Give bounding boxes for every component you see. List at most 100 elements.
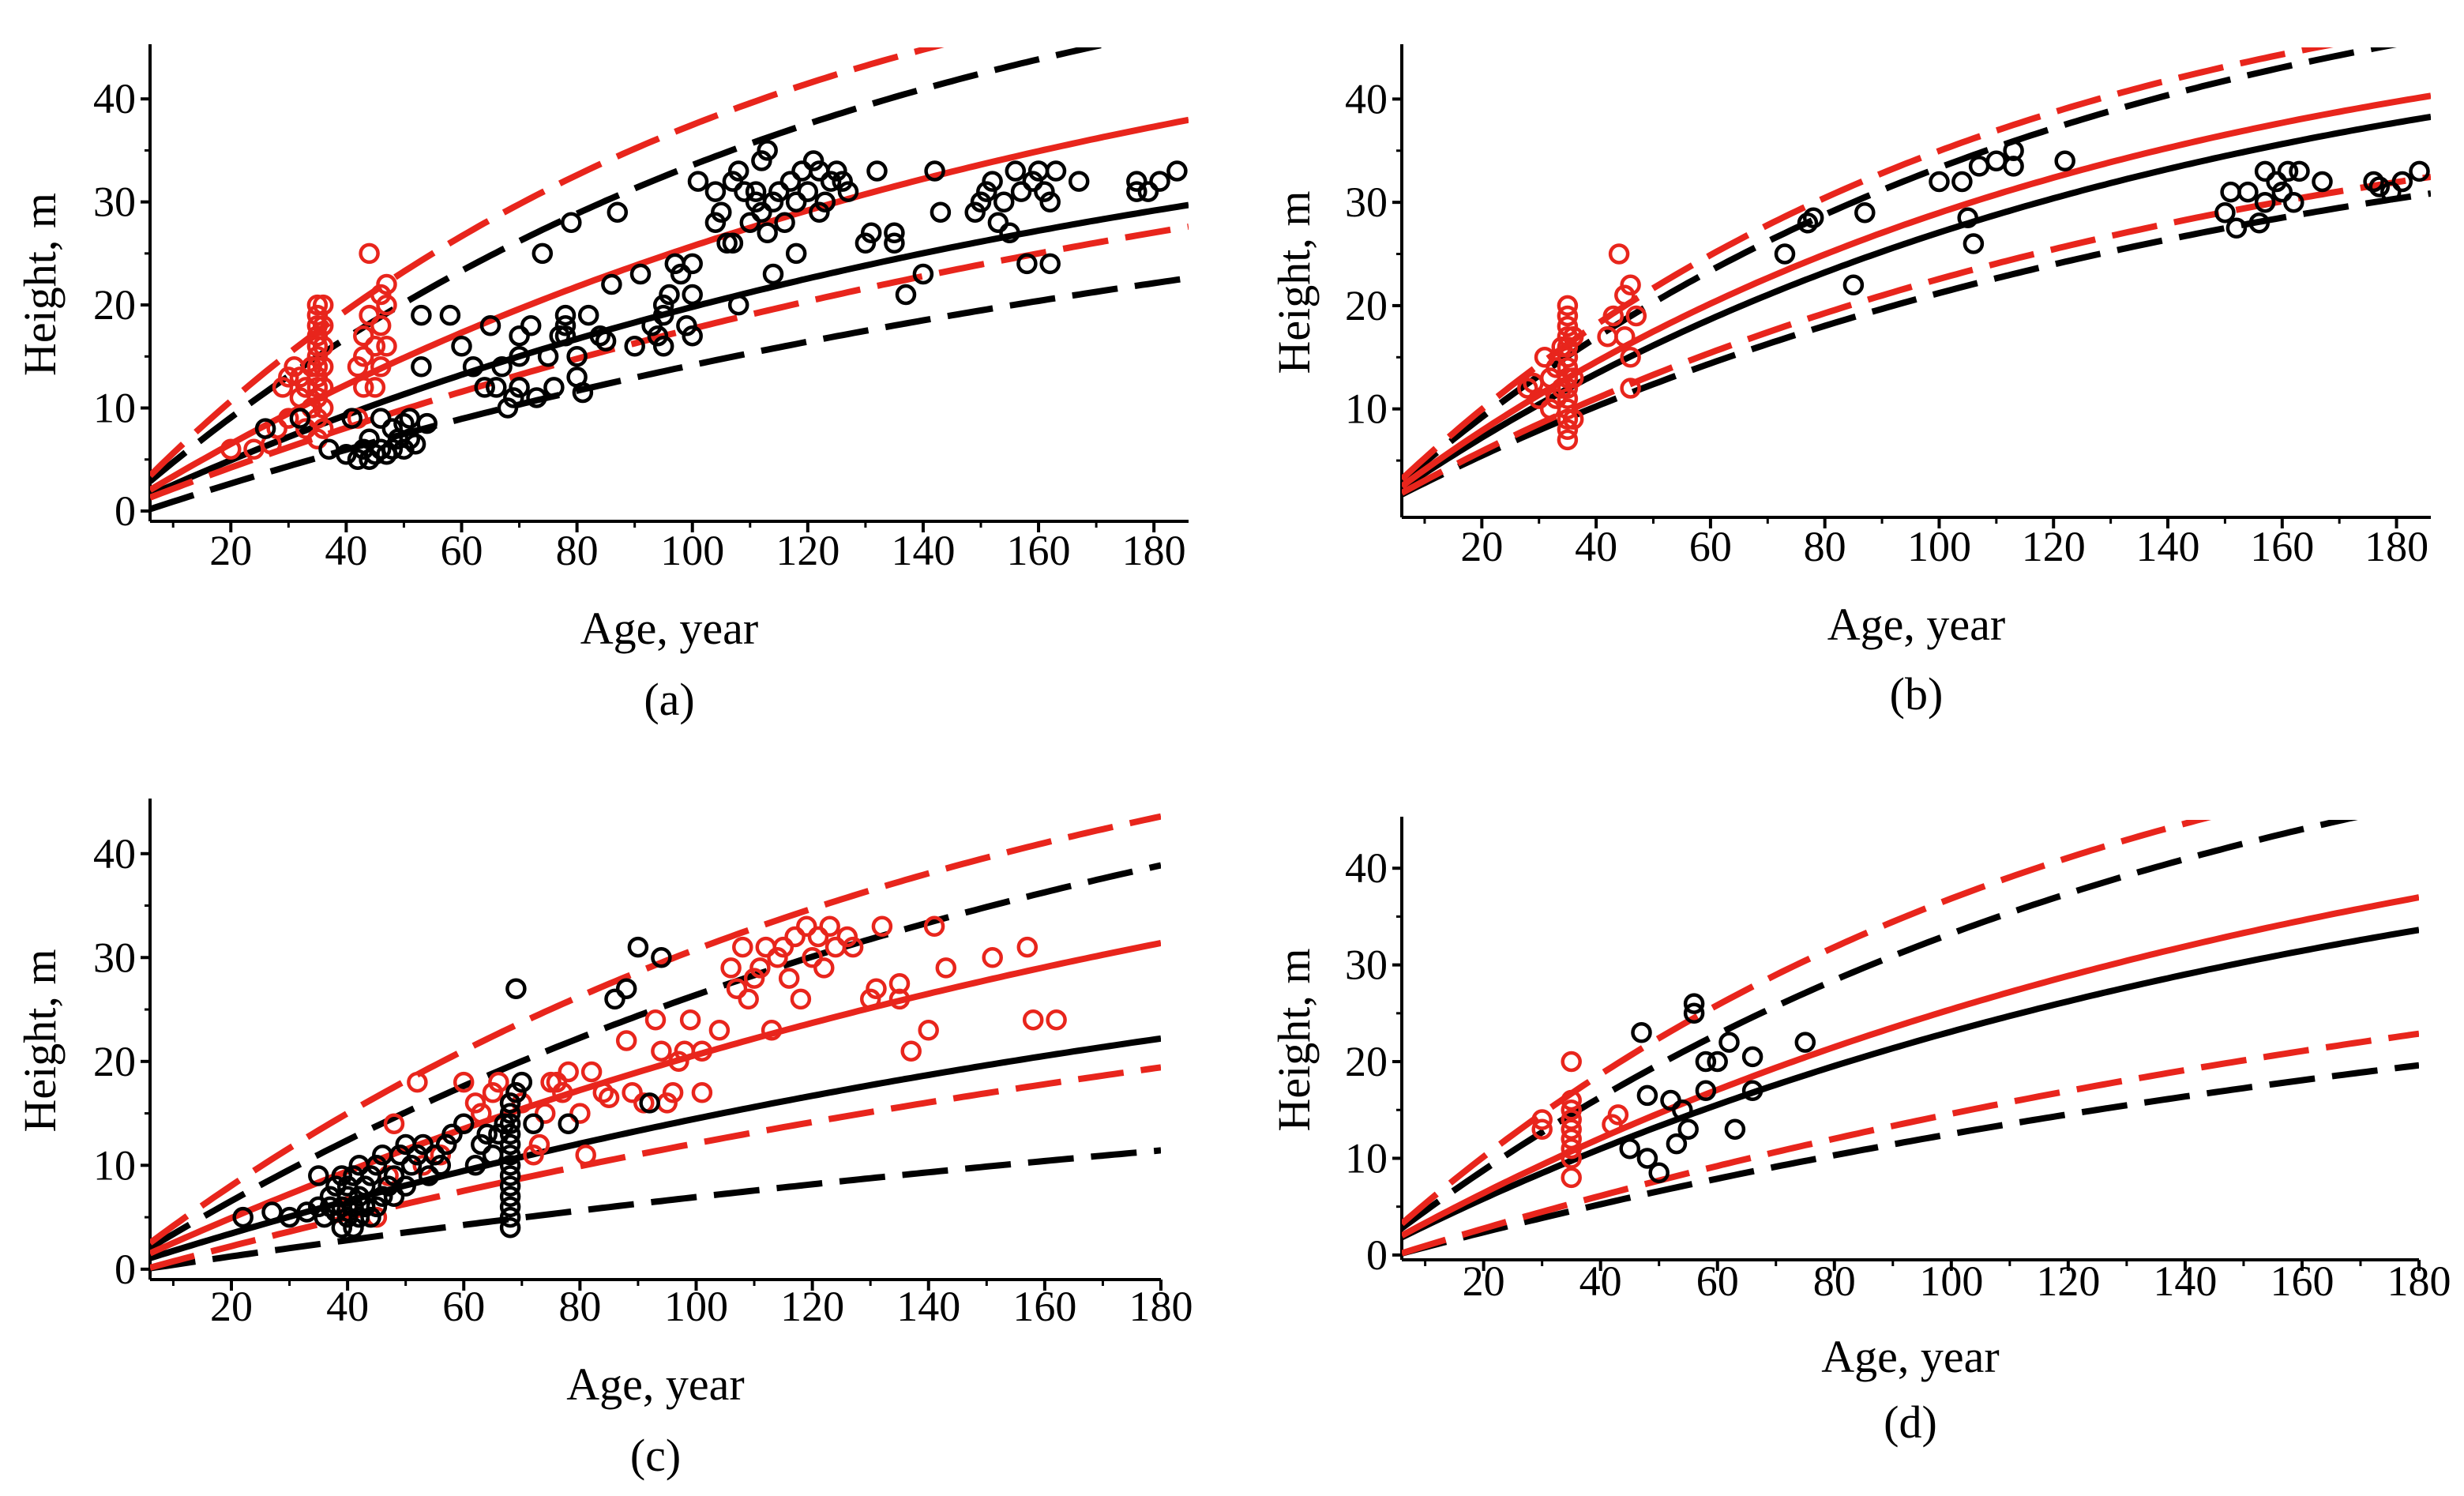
red-data-point: [306, 387, 329, 408]
curve-red-lower: [1402, 1030, 2419, 1257]
chart-panel-b: 20 40 60 80 100 120 140 160 180 10 20 30 40 Age, year…: [1268, 44, 2431, 720]
black-data-point: [331, 1165, 353, 1186]
black-data-point: [561, 212, 582, 233]
black-data-point: [607, 201, 629, 223]
black-data-point: [912, 263, 934, 285]
black-data-point: [860, 222, 882, 244]
red-data-point: [1614, 325, 1636, 348]
x-tick-label: 60: [442, 1283, 485, 1330]
red-data-point: [376, 294, 397, 316]
black-data-point: [855, 232, 877, 254]
black-data-point: [1695, 1051, 1717, 1073]
red-data-point: [552, 1082, 573, 1103]
black-data-point: [652, 336, 674, 357]
black-data-point: [336, 1186, 359, 1208]
red-data-point: [312, 356, 334, 378]
black-data-point: [366, 1196, 388, 1218]
black-data-point: [393, 438, 415, 460]
black-data-point: [499, 1216, 521, 1239]
x-tick-label: 100: [664, 1283, 728, 1330]
black-data-point: [499, 1155, 521, 1176]
black-data-point: [509, 325, 530, 347]
y-tick-label: 0: [115, 487, 136, 535]
red-data-point: [1531, 1109, 1553, 1130]
red-data-point: [1534, 347, 1556, 368]
curve-red-lower: [1402, 173, 2431, 496]
curve-black-mean: [1402, 927, 2419, 1241]
black-data-point: [471, 1133, 492, 1156]
black-data-point: [1034, 181, 1055, 202]
y-tick-label: 20: [1345, 282, 1388, 329]
black-data-point: [479, 314, 501, 336]
red-data-point: [306, 325, 329, 347]
black-data-point: [1631, 1022, 1652, 1043]
curve-black-lower: [150, 1147, 1161, 1272]
curve-red-lower: [150, 224, 1189, 501]
y-tick-label: 10: [1345, 1134, 1388, 1182]
x-tick-label: 180: [1129, 1283, 1193, 1330]
black-data-point: [1068, 171, 1090, 192]
black-data-point: [1929, 171, 1950, 193]
x-axis-label: Age, year: [566, 1359, 744, 1410]
x-tick-label: 160: [1012, 1283, 1076, 1330]
black-data-point: [1039, 191, 1061, 212]
black-data-point: [604, 988, 625, 1010]
plot-area: [1402, 820, 2419, 1257]
black-data-point: [779, 171, 802, 192]
red-data-point: [306, 304, 329, 326]
black-data-point: [314, 1206, 335, 1228]
red-data-point: [580, 1061, 603, 1083]
black-data-point: [757, 222, 778, 244]
red-data-point: [918, 1020, 939, 1041]
black-data-point: [774, 212, 795, 233]
black-data-point: [751, 150, 772, 171]
red-data-point: [1562, 367, 1584, 389]
black-data-point: [370, 408, 392, 429]
x-tick-label: 40: [1575, 523, 1617, 570]
black-data-point: [494, 1113, 515, 1134]
black-data-point: [488, 1123, 509, 1145]
black-data-point: [499, 1092, 521, 1114]
black-data-point: [711, 201, 732, 223]
red-data-point: [668, 1051, 689, 1073]
black-data-point: [1718, 1032, 1740, 1053]
x-tick-label: 80: [556, 527, 599, 574]
black-data-point: [884, 232, 905, 254]
black-data-point: [1672, 1099, 1693, 1121]
black-data-point: [757, 140, 778, 161]
red-data-point: [982, 947, 1003, 968]
black-data-point: [554, 314, 577, 336]
black-data-point: [791, 160, 813, 182]
black-data-point: [462, 356, 484, 378]
x-tick-label: 120: [780, 1283, 844, 1330]
y-axis-label: Height, m: [14, 193, 66, 376]
black-data-point: [647, 325, 669, 347]
x-tick-label: 180: [2364, 523, 2428, 570]
red-data-point: [923, 915, 945, 938]
black-data-point: [1774, 243, 1796, 265]
y-tick-label: 10: [93, 385, 136, 432]
red-data-point: [482, 1082, 504, 1103]
black-data-point: [2289, 160, 2310, 182]
panel-label: (c): [630, 1430, 681, 1481]
black-data-point: [261, 1201, 283, 1223]
red-data-point: [353, 325, 374, 347]
black-data-point: [2254, 191, 2276, 213]
black-data-point: [670, 263, 692, 285]
red-data-point: [1046, 1009, 1067, 1031]
red-data-point: [306, 366, 329, 388]
x-tick-label: 20: [1463, 1257, 1505, 1305]
black-data-point: [441, 1123, 463, 1145]
red-data-point: [359, 242, 380, 265]
black-data-point: [499, 1113, 521, 1134]
black-data-point: [687, 171, 709, 192]
black-data-point: [704, 181, 727, 202]
black-data-point: [1677, 1118, 1699, 1140]
black-data-point: [232, 1206, 254, 1228]
plot-area: [150, 813, 1161, 1272]
black-data-point: [435, 1133, 457, 1156]
red-data-point: [644, 1009, 667, 1031]
black-data-point: [722, 232, 744, 254]
red-data-point: [370, 284, 392, 306]
red-data-point: [1620, 274, 1641, 296]
